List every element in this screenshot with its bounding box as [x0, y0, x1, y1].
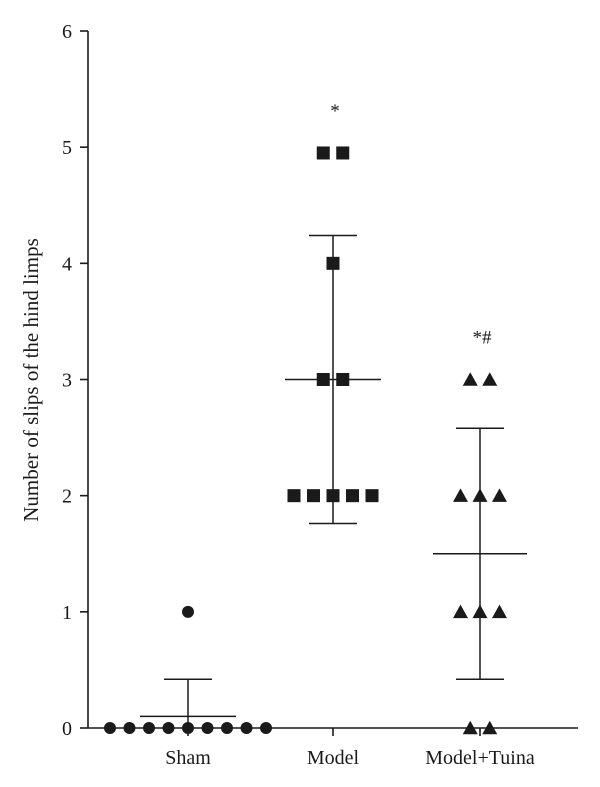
- data-point: [162, 722, 175, 734]
- data-point: [492, 488, 507, 502]
- data-point: [492, 604, 507, 619]
- y-axis-title: Number of slips of the hind limps: [19, 238, 43, 521]
- x-axis-ticks: Sham Model Model+Tuina: [165, 728, 535, 769]
- data-point: [462, 720, 478, 735]
- y-tick-label: 4: [62, 253, 72, 275]
- data-point: [336, 146, 350, 160]
- y-tick-label: 0: [62, 718, 72, 740]
- x-tick-label: Model: [307, 747, 360, 769]
- data-point: [307, 489, 320, 503]
- group-model-tuina: *#: [433, 328, 527, 735]
- data-point: [346, 489, 359, 503]
- data-point: [462, 372, 478, 386]
- significance-annotation: *#: [473, 328, 493, 349]
- data-point: [453, 604, 468, 619]
- y-tick-label: 2: [62, 486, 72, 508]
- x-tick-label: Model+Tuina: [425, 747, 535, 769]
- data-point: [287, 489, 301, 503]
- y-tick-label: 5: [62, 137, 72, 159]
- data-point: [482, 372, 498, 386]
- y-tick-label: 1: [62, 602, 72, 624]
- group-model: *: [285, 101, 381, 525]
- data-point: [123, 722, 136, 734]
- y-axis-ticks: 0 1 2 3 4 5 6: [62, 21, 88, 740]
- data-point: [143, 722, 155, 734]
- x-tick-label: Sham: [165, 747, 211, 769]
- significance-annotation: *: [330, 101, 340, 122]
- data-point: [316, 146, 330, 160]
- data-point: [482, 720, 498, 735]
- data-groups: * *#: [104, 101, 527, 735]
- y-tick-label: 3: [62, 370, 72, 392]
- group-sham: [104, 605, 272, 734]
- data-point: [453, 488, 468, 502]
- data-point: [201, 722, 214, 734]
- y-tick-label: 6: [62, 21, 72, 43]
- data-point: [240, 722, 253, 734]
- data-point: [260, 722, 272, 734]
- data-point: [221, 722, 233, 734]
- data-point: [365, 489, 379, 503]
- data-point: [104, 722, 116, 734]
- data-point: [182, 605, 194, 618]
